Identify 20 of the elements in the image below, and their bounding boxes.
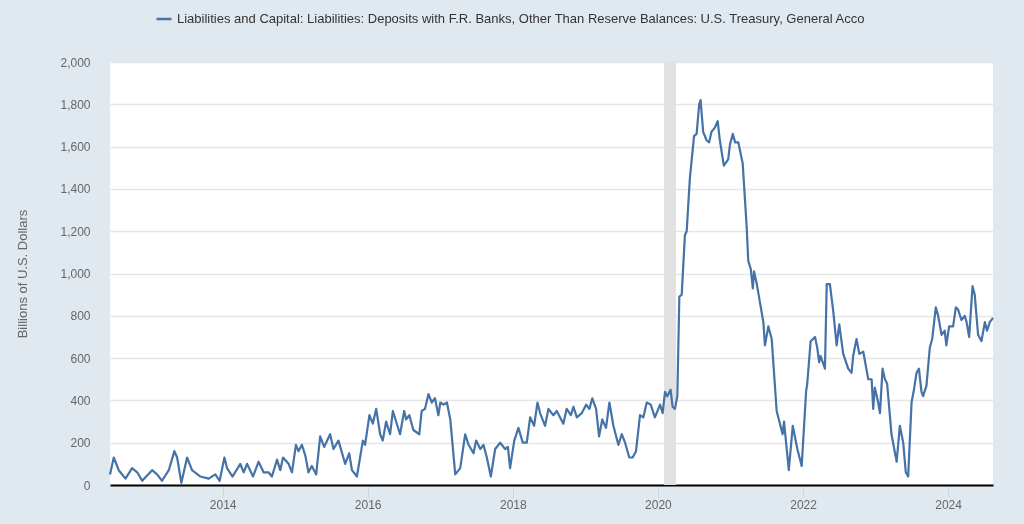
line-series — [108, 98, 995, 484]
x-tick-label: 2014 — [209, 497, 237, 512]
x-tick-label: 2024 — [935, 497, 963, 512]
y-tick-label: 200 — [70, 436, 91, 451]
y-tick-label: 600 — [70, 351, 91, 366]
y-tick-label: 1,400 — [60, 182, 91, 197]
y-tick-label: 800 — [70, 309, 91, 324]
y-tick-label: 0 — [83, 478, 91, 493]
x-tick-label: 2022 — [790, 497, 818, 512]
x-tick-label: 2020 — [645, 497, 673, 512]
y-tick-label: 1,600 — [60, 140, 91, 155]
y-tick-label: 1,800 — [60, 97, 91, 112]
x-tick-label: 2018 — [500, 497, 528, 512]
y-axis-title: Billions of U.S. Dollars — [15, 209, 31, 339]
y-tick-label: 1,000 — [60, 267, 91, 281]
x-tick-label: 2016 — [354, 497, 382, 512]
y-tick-label: 1,200 — [60, 224, 91, 239]
y-tick-label: 2,000 — [60, 55, 91, 70]
y-tick-label: 400 — [70, 393, 91, 408]
legend-label: Liabilities and Capital: Liabilities: Deposits with F.R. Banks, Other Than Reserve Balances: U.S. Treasury, General Acco — [177, 11, 865, 26]
